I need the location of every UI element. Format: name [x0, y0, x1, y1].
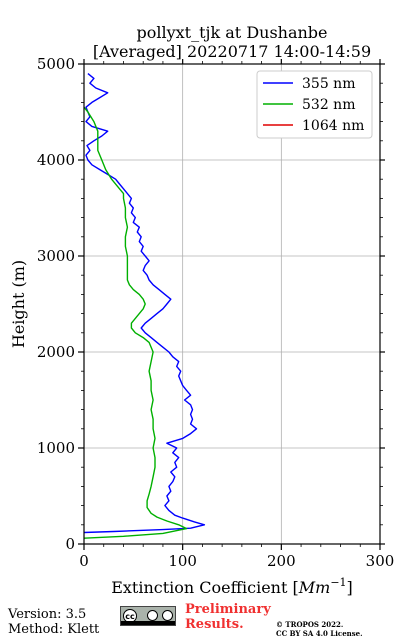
y-tick-label: 1000	[37, 439, 75, 457]
copyright-line2: CC BY SA 4.0 License.	[276, 629, 363, 638]
cc-by-sa-badge: cc	[120, 606, 176, 626]
version-text: Version: 3.5	[8, 607, 87, 622]
badge-strip	[121, 621, 175, 625]
x-tick-label: 300	[366, 552, 395, 570]
legend-box	[256, 70, 373, 139]
copyright-line1: © TROPOS 2022.	[276, 620, 344, 629]
plot-frame	[83, 63, 381, 545]
legend-label-532nm: 532 nm	[302, 97, 355, 113]
series-line-355nm	[83, 73, 206, 534]
y-tick-label: 2000	[37, 343, 75, 361]
x-axis-label: Extinction Coefficient [Mm−1]	[111, 576, 353, 597]
legend-label-1064nm: 1064 nm	[302, 118, 364, 134]
chart-title-line2: [Averaged] 20220717 14:00-14:59	[93, 42, 371, 61]
preliminary-line1: Preliminary	[185, 602, 271, 617]
x-tick-label: 100	[168, 552, 197, 570]
legend-label-355nm: 355 nm	[302, 76, 355, 92]
y-axis-label: Height (m)	[9, 260, 28, 348]
chart-title-line1: pollyxt_tjk at Dushanbe	[136, 23, 327, 42]
y-tick-label: 3000	[37, 247, 75, 265]
share-alike-icon	[162, 610, 173, 621]
extinction-profile-chart: pollyxt_tjk at Dushanbe [Averaged] 20220…	[9, 23, 395, 597]
series-layer	[83, 73, 206, 539]
version-info: Version: 3.5 Method: Klett	[8, 607, 99, 637]
y-tick-label: 4000	[37, 151, 75, 169]
copyright-note: © TROPOS 2022. CC BY SA 4.0 License.	[276, 620, 363, 638]
series-line-532nm	[83, 106, 188, 539]
method-text: Method: Klett	[8, 622, 100, 637]
y-tick-label: 0	[65, 535, 75, 553]
x-tick-label: 200	[267, 552, 296, 570]
legend: 355 nm 532 nm 1064 nm	[256, 70, 373, 139]
attribution-icon	[147, 610, 158, 621]
x-tick-label: 0	[79, 552, 89, 570]
preliminary-results-note: Preliminary Results.	[185, 602, 271, 632]
y-tick-label: 5000	[37, 55, 75, 73]
preliminary-line2: Results.	[185, 617, 244, 632]
